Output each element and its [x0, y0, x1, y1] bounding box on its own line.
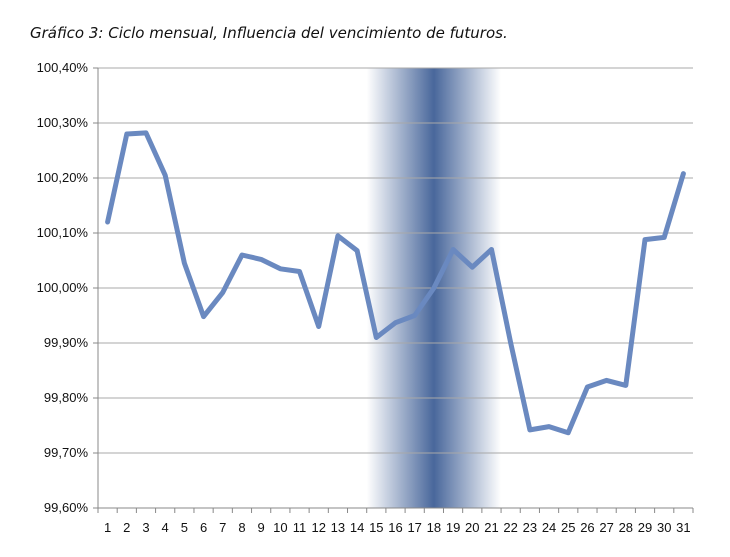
y-tick-label: 99,70%: [44, 445, 89, 460]
x-tick-label: 10: [273, 520, 287, 535]
x-tick-label: 26: [580, 520, 594, 535]
x-tick-label: 17: [407, 520, 421, 535]
x-tick-label: 11: [293, 520, 307, 535]
x-tick-label: 9: [258, 520, 265, 535]
x-tick-label: 31: [676, 520, 690, 535]
x-tick-label: 30: [657, 520, 671, 535]
x-tick-label: 13: [331, 520, 345, 535]
x-tick-label: 8: [238, 520, 245, 535]
x-tick-label: 7: [219, 520, 226, 535]
x-tick-label: 6: [200, 520, 207, 535]
x-tick-label: 27: [599, 520, 613, 535]
x-tick-label: 29: [638, 520, 652, 535]
x-tick-label: 22: [503, 520, 517, 535]
chart-title: Gráfico 3: Ciclo mensual, Influencia del…: [30, 24, 508, 42]
x-tick-label: 3: [142, 520, 149, 535]
x-tick-label: 14: [350, 520, 364, 535]
y-tick-label: 100,30%: [37, 115, 89, 130]
x-tick-label: 20: [465, 520, 479, 535]
x-tick-label: 15: [369, 520, 383, 535]
x-tick-label: 25: [561, 520, 575, 535]
x-tick-label: 23: [523, 520, 537, 535]
y-tick-label: 99,90%: [44, 335, 89, 350]
x-tick-label: 21: [484, 520, 498, 535]
x-tick-label: 28: [619, 520, 633, 535]
x-tick-label: 2: [123, 520, 130, 535]
y-tick-label: 100,00%: [37, 280, 89, 295]
x-tick-label: 1: [104, 520, 111, 535]
y-tick-label: 100,40%: [37, 60, 89, 75]
y-tick-label: 100,10%: [37, 225, 89, 240]
y-tick-label: 99,80%: [44, 390, 89, 405]
x-tick-label: 4: [162, 520, 169, 535]
x-tick-label: 19: [446, 520, 460, 535]
x-tick-label: 24: [542, 520, 556, 535]
y-tick-label: 100,20%: [37, 170, 89, 185]
x-tick-label: 12: [311, 520, 325, 535]
x-tick-label: 16: [388, 520, 402, 535]
series-line: [105, 130, 686, 436]
x-tick-label: 18: [427, 520, 441, 535]
x-tick-label: 5: [181, 520, 188, 535]
y-tick-label: 99,60%: [44, 500, 89, 515]
